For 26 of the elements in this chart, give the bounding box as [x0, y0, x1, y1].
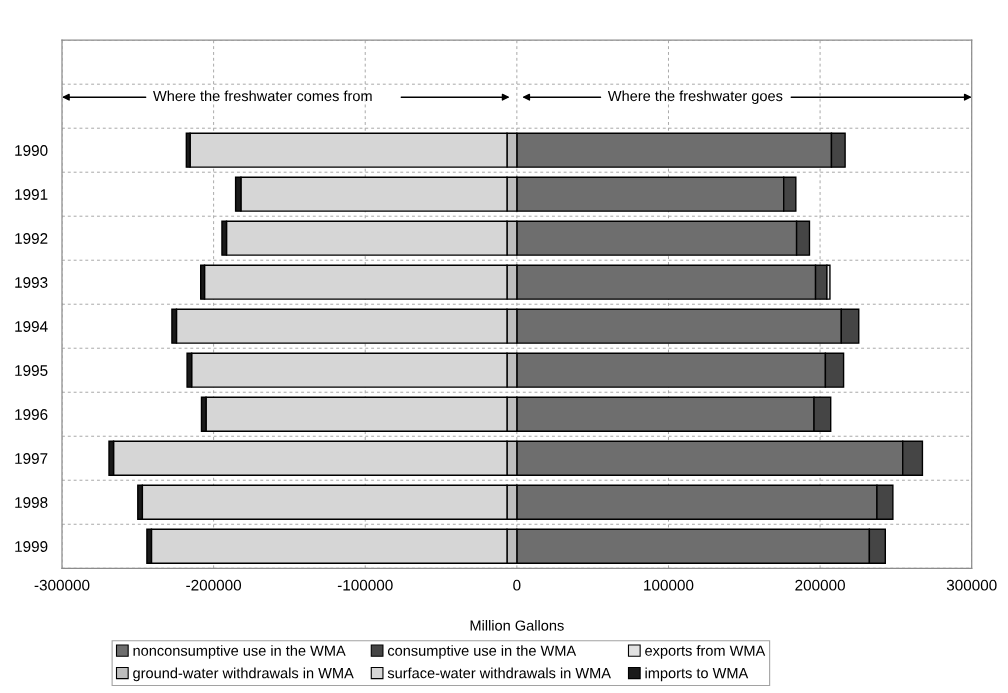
x-tick-label: 300000	[946, 579, 997, 591]
y-tick-label: 1996	[15, 409, 48, 420]
x-tick-label: -200000	[186, 579, 242, 591]
y-tick-label: 1998	[15, 497, 48, 508]
y-tick-label: 1992	[15, 233, 48, 244]
x-axis-title: Million Gallons	[470, 620, 564, 631]
y-tick-label: 1997	[15, 453, 48, 464]
x-tick-label: -100000	[337, 579, 393, 591]
y-tick-label: 1991	[15, 189, 48, 200]
y-tick-label: 1999	[15, 541, 48, 552]
y-tick-label: 1990	[15, 145, 48, 156]
x-tick-label: -300000	[34, 579, 90, 591]
legend-label: exports from WMA	[645, 645, 766, 659]
legend-label: nonconsumptive use in the WMA	[133, 645, 346, 659]
y-tick-label: 1995	[15, 365, 48, 376]
y-tick-label: 1994	[15, 321, 48, 332]
legend-label: surface-water withdrawals in WMA	[387, 667, 611, 679]
legend-label: imports to WMA	[645, 667, 749, 682]
y-tick-label: 1993	[15, 277, 48, 288]
x-tick-label: 100000	[644, 579, 694, 591]
legend-label: ground-water withdrawals in WMA	[133, 667, 354, 682]
x-tick-label: 200000	[795, 579, 845, 591]
x-tick-label: 0	[513, 579, 521, 591]
legend-label: consumptive use in the WMA	[387, 645, 577, 659]
annotation: Where the freshwater goes	[607, 90, 783, 105]
annotation: Where the freshwater comes from	[153, 90, 372, 102]
